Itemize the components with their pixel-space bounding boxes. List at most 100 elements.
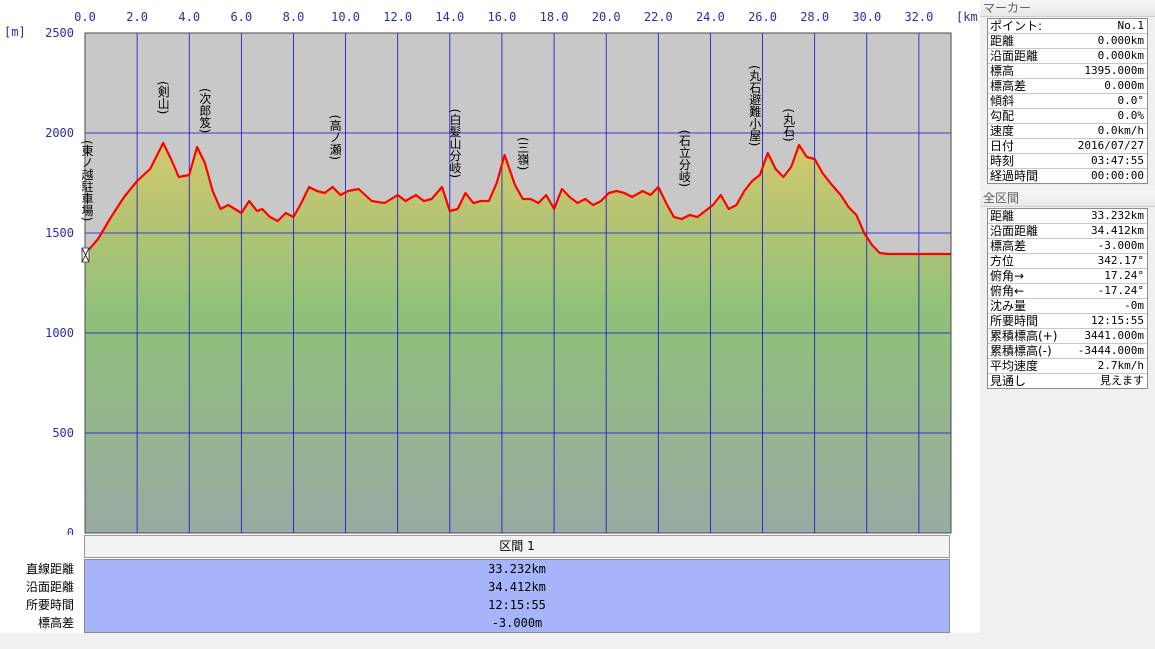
x-tick-label: 32.0 (904, 10, 933, 24)
x-tick-label: 8.0 (283, 10, 305, 24)
summary-value: 12:15:55 (488, 598, 546, 612)
marker-row: 標高 1395.000m (988, 64, 1147, 79)
overall-key: 所要時間 (990, 314, 1039, 328)
overall-panel-title: 全区間 (980, 190, 1155, 207)
overall-key: 累積標高(+) (990, 329, 1058, 343)
overall-row: 方位 342.17° (988, 254, 1147, 269)
y-unit-label: [m] (4, 25, 26, 39)
marker-value: No.1 (1117, 19, 1145, 32)
x-tick-label: 30.0 (852, 10, 881, 24)
marker-value: 2016/07/27 (1077, 139, 1144, 152)
plot-frame (84, 32, 952, 534)
elevation-line[interactable] (85, 141, 951, 256)
overall-value: 2.7km/h (1097, 359, 1144, 372)
marker-row: 傾斜 0.0° (988, 94, 1147, 109)
marker-value: 0.000km (1097, 49, 1144, 62)
section-header[interactable]: 区間 1 (84, 535, 950, 558)
x-tick-label: 26.0 (748, 10, 777, 24)
marker-value: 0.0km/h (1097, 124, 1144, 137)
x-tick-label: 14.0 (435, 10, 464, 24)
overall-key: 累積標高(-) (990, 344, 1052, 358)
waypoint-label: (石立分岐) (677, 130, 691, 187)
overall-row: 沈み量 -0m (988, 299, 1147, 314)
summary-value: 34.412km (488, 580, 546, 594)
waypoint-label: (剣山) (156, 81, 170, 114)
x-tick-label: 4.0 (178, 10, 200, 24)
overall-row: 平均速度 2.7km/h (988, 359, 1147, 374)
overall-value: -0m (1124, 299, 1144, 312)
info-side-panel: マーカー ポイント: No.1 距離 0.000km 沿面距離 0.000km 標高 1… (980, 0, 1155, 649)
overall-key: 沈み量 (990, 299, 1027, 313)
waypoint-label: (丸石避難小屋) (748, 65, 762, 146)
overall-key: 見通し (990, 374, 1027, 388)
overall-key: 距離 (990, 209, 1015, 223)
x-tick-label: 16.0 (487, 10, 516, 24)
x-tick-label: 24.0 (696, 10, 725, 24)
waypoint-label: (丸石) (782, 108, 796, 141)
overall-key: 方位 (990, 254, 1015, 268)
elevation-area (85, 143, 951, 533)
x-tick-label: 2.0 (126, 10, 148, 24)
waypoint-label: (白髪山分岐) (448, 109, 462, 178)
overall-value: 3441.000m (1084, 329, 1144, 342)
marker-key: ポイント: (990, 19, 1043, 33)
y-tick-label: 1500 (45, 226, 74, 240)
marker-key: 時刻 (990, 154, 1015, 168)
x-tick-label: 6.0 (231, 10, 253, 24)
overall-key: 沿面距離 (990, 224, 1039, 238)
marker-value: 0.0% (1117, 109, 1145, 122)
y-tick-label: 0 (67, 526, 74, 535)
marker-key: 傾斜 (990, 94, 1015, 108)
waypoint-label: (高ノ瀬) (328, 115, 342, 160)
overall-row: 沿面距離 34.412km (988, 224, 1147, 239)
marker-key: 標高差 (990, 79, 1027, 93)
x-tick-label: 0.0 (74, 10, 96, 24)
marker-value: 0.000m (1104, 79, 1144, 92)
marker-value: 1395.000m (1084, 64, 1144, 77)
marker-key: 勾配 (990, 109, 1015, 123)
overall-row: 標高差 -3.000m (988, 239, 1147, 254)
overall-info-table: 距離 33.232km 沿面距離 34.412km 標高差 -3.000m 方位 342… (987, 208, 1148, 389)
overall-key: 標高差 (990, 239, 1027, 253)
y-tick-label: 2500 (45, 26, 74, 40)
overall-value: 見えます (1100, 374, 1144, 387)
x-tick-label: 28.0 (800, 10, 829, 24)
x-unit-label: [km] (956, 10, 980, 24)
y-tick-label: 500 (52, 426, 74, 440)
marker-value: 03:47:55 (1091, 154, 1144, 167)
marker-row: 距離 0.000km (988, 34, 1147, 49)
marker-key: 沿面距離 (990, 49, 1039, 63)
overall-value: 17.24° (1104, 269, 1144, 282)
marker-value: 00:00:00 (1091, 169, 1144, 182)
overall-key: 平均速度 (990, 359, 1039, 373)
overall-row: 累積標高(-) -3444.000m (988, 344, 1147, 359)
marker-row: 速度 0.0km/h (988, 124, 1147, 139)
marker-value: 0.0° (1117, 94, 1145, 107)
marker-panel-title: マーカー (980, 0, 1155, 17)
overall-row: 俯角← -17.24° (988, 284, 1147, 299)
section-summary-labels: 直線距離 沿面距離 所要時間 標高差 (0, 560, 84, 632)
overall-value: -17.24° (1097, 284, 1144, 297)
marker-row: 標高差 0.000m (988, 79, 1147, 94)
marker-info-table: ポイント: No.1 距離 0.000km 沿面距離 0.000km 標高 1395.0… (987, 18, 1148, 184)
x-tick-label: 22.0 (644, 10, 673, 24)
overall-value: 342.17° (1097, 254, 1144, 267)
marker-key: 速度 (990, 124, 1015, 138)
start-marker-icon[interactable] (81, 247, 90, 263)
summary-label: 沿面距離 (25, 580, 74, 594)
waypoint-label: (次郎笈) (198, 88, 212, 133)
x-tick-label: 20.0 (592, 10, 621, 24)
summary-label: 所要時間 (25, 598, 74, 612)
marker-value: 0.000km (1097, 34, 1144, 47)
section-summary-values: 33.232km 34.412km 12:15:55 -3.000m (84, 559, 950, 633)
x-tick-label: 12.0 (383, 10, 412, 24)
overall-row: 俯角→ 17.24° (988, 269, 1147, 284)
overall-row: 距離 33.232km (988, 209, 1147, 224)
marker-key: 距離 (990, 34, 1015, 48)
overall-value: -3.000m (1097, 239, 1144, 252)
overall-value: 33.232km (1091, 209, 1144, 222)
overall-row: 累積標高(+) 3441.000m (988, 329, 1147, 344)
elevation-chart[interactable]: [m] [km] 0.0 2.0 4.0 6.0 8.0 10.0 12.0 14.0 16.0… (0, 0, 980, 535)
marker-row: 沿面距離 0.000km (988, 49, 1147, 64)
overall-row: 所要時間 12:15:55 (988, 314, 1147, 329)
